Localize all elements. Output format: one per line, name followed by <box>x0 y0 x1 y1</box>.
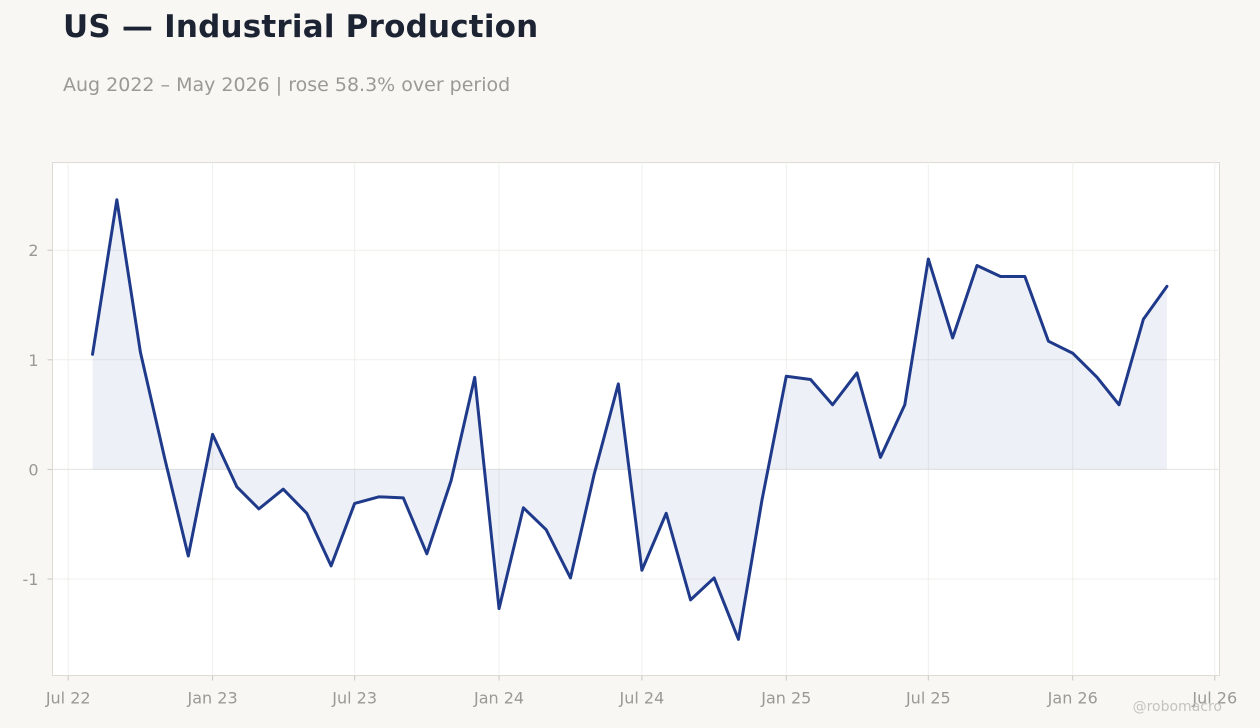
data-point <box>831 403 834 406</box>
data-point <box>1047 340 1050 343</box>
data-point <box>593 473 596 476</box>
x-tick-label: Jul 23 <box>331 689 377 708</box>
data-point <box>1165 285 1168 288</box>
data-point <box>115 198 118 201</box>
data-point <box>498 607 501 610</box>
data-point <box>402 496 405 499</box>
x-axis-ticks: Jul 22 Jan 23 Jul 23 Jan 24 Jul 24 Jan 25 Jul … <box>45 675 1237 708</box>
x-tick-label: Jul 24 <box>619 689 665 708</box>
data-point <box>1071 352 1074 355</box>
data-point <box>809 378 812 381</box>
data-point <box>855 371 858 374</box>
x-tick-label: Jan 25 <box>760 689 811 708</box>
y-tick-label: 0 <box>28 460 38 479</box>
data-point <box>665 512 668 515</box>
x-tick-label: Jul 25 <box>905 689 951 708</box>
data-point <box>927 257 930 260</box>
watermark: @robomacro <box>1133 699 1222 715</box>
data-point <box>139 351 142 354</box>
data-point <box>377 495 380 498</box>
data-point <box>999 275 1002 278</box>
x-tick-label: Jul 22 <box>45 689 91 708</box>
data-point <box>187 555 190 558</box>
data-point <box>689 598 692 601</box>
data-point <box>737 638 740 641</box>
chart-title: US — Industrial Production <box>63 9 539 45</box>
y-tick-label: 2 <box>28 241 38 260</box>
data-point <box>353 502 356 505</box>
data-point <box>545 528 548 531</box>
x-tick-label: Jan 24 <box>473 689 524 708</box>
data-point <box>522 506 525 509</box>
data-point <box>640 569 643 572</box>
data-point <box>1118 403 1121 406</box>
data-point <box>211 433 214 436</box>
data-point <box>951 336 954 339</box>
data-point <box>257 507 260 510</box>
data-point <box>163 457 166 460</box>
series-area <box>92 199 1167 640</box>
data-point <box>450 479 453 482</box>
series-line <box>91 198 1169 641</box>
y-tick-label: -1 <box>23 570 39 589</box>
y-axis-ticks: -1 0 1 2 <box>23 241 53 589</box>
x-tick-label: Jan 23 <box>187 689 238 708</box>
data-point <box>235 485 238 488</box>
data-point <box>1096 376 1099 379</box>
data-point <box>425 552 428 555</box>
data-point <box>1142 318 1145 321</box>
area-group <box>92 199 1167 640</box>
x-tick-label: Jul 26 <box>1191 689 1237 708</box>
data-point <box>617 382 620 385</box>
line-group <box>91 198 1169 641</box>
data-point <box>903 403 906 406</box>
data-point <box>330 564 333 567</box>
data-point <box>305 512 308 515</box>
data-point <box>879 456 882 459</box>
data-point <box>760 499 763 502</box>
data-point <box>282 488 285 491</box>
chart-subtitle: Aug 2022 – May 2026 | rose 58.3% over pe… <box>63 74 511 96</box>
y-tick-label: 1 <box>28 351 38 370</box>
data-point <box>569 576 572 579</box>
data-point <box>785 375 788 378</box>
x-tick-label: Jan 26 <box>1047 689 1098 708</box>
plot-area <box>52 162 1220 676</box>
data-point <box>91 353 94 356</box>
data-point <box>473 376 476 379</box>
data-point <box>1023 275 1026 278</box>
data-point <box>713 576 716 579</box>
data-point <box>976 264 979 267</box>
